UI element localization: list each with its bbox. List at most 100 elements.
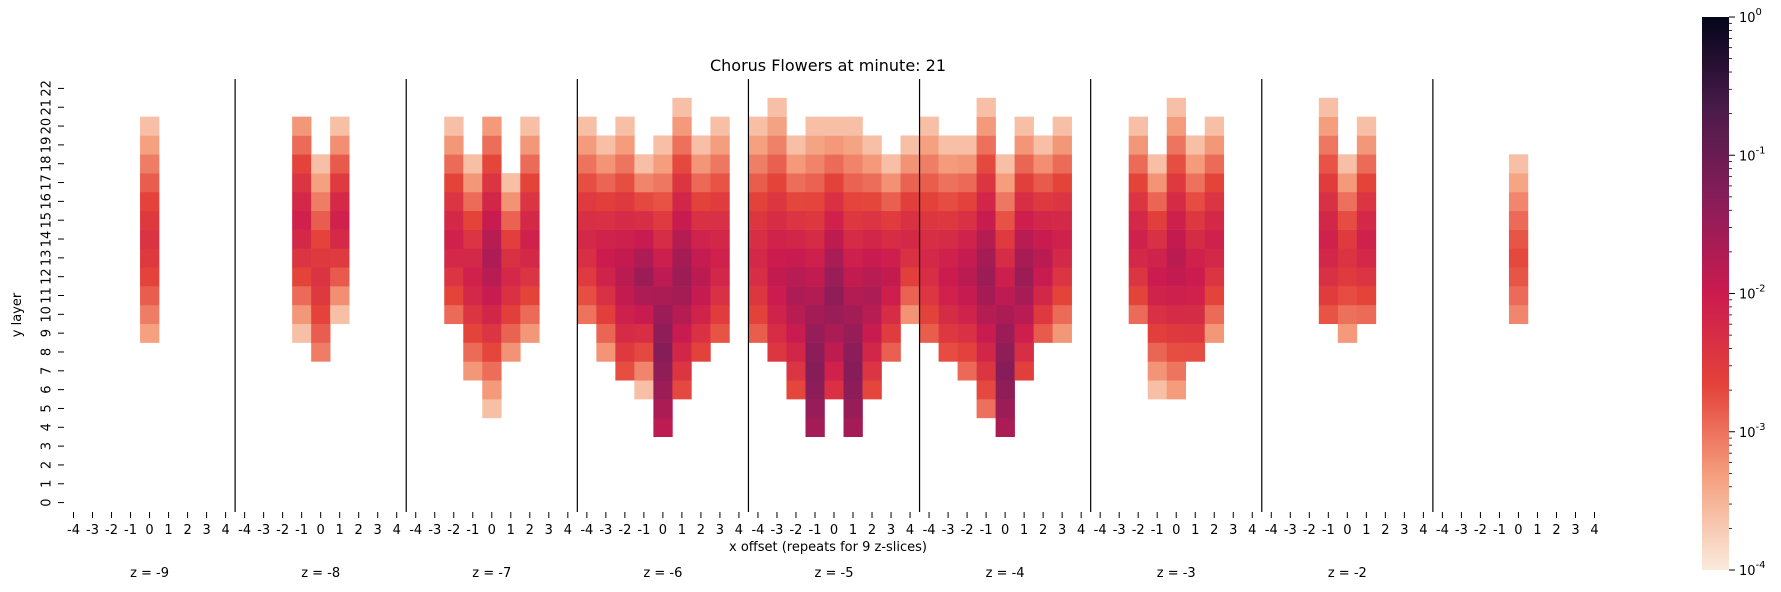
heatmap-cell — [653, 399, 673, 419]
heatmap-cell — [1185, 210, 1206, 230]
heatmap-cell — [672, 248, 692, 268]
heatmap-cell — [615, 248, 635, 268]
heatmap-cell — [520, 286, 540, 306]
heatmap-cell — [463, 267, 483, 287]
heatmap-cell — [881, 173, 901, 193]
heatmap-cell — [311, 191, 331, 212]
heatmap-cell — [957, 361, 977, 381]
x-tick-label: 0 — [145, 523, 153, 538]
heatmap-cell — [786, 210, 806, 230]
heatmap-cell — [1185, 286, 1206, 306]
x-tick-label: 4 — [1419, 523, 1427, 538]
heatmap-cell — [805, 173, 825, 193]
heatmap-cell — [292, 323, 312, 343]
heatmap-cell — [653, 361, 673, 381]
heatmap-cell — [482, 286, 502, 306]
heatmap-cell — [976, 399, 996, 419]
x-tick-label: 2 — [355, 523, 363, 538]
heatmap-cell — [482, 399, 502, 419]
heatmap-cell — [311, 267, 331, 287]
heatmap-cell — [444, 286, 464, 306]
heatmap-cell — [919, 154, 939, 174]
heatmap-cell — [1052, 210, 1072, 230]
heatmap-cell — [1204, 267, 1225, 287]
x-tick-label: -1 — [809, 523, 822, 538]
heatmap-cell — [900, 154, 920, 174]
x-tick-label: 0 — [1343, 523, 1351, 538]
heatmap-cell — [1014, 173, 1034, 193]
heatmap-cell — [938, 267, 958, 287]
x-tick-label: 4 — [393, 523, 401, 538]
heatmap-cell — [1318, 173, 1339, 193]
heatmap-cell — [482, 361, 502, 381]
heatmap-cell — [881, 304, 901, 325]
heatmap-cell — [482, 267, 502, 287]
heatmap-cell — [501, 323, 521, 343]
heatmap-cell — [1356, 267, 1377, 287]
slice-label: z = -2 — [1328, 566, 1367, 581]
heatmap-cell — [843, 210, 863, 230]
heatmap-cell — [1318, 191, 1339, 212]
heatmap-cell — [463, 342, 483, 362]
heatmap-cell — [710, 154, 730, 174]
heatmap-cell — [976, 191, 996, 212]
heatmap-cell — [995, 210, 1015, 230]
heatmap-cell — [615, 154, 635, 174]
heatmap-cell — [330, 135, 350, 155]
x-tick-label: 1 — [1020, 523, 1028, 538]
heatmap-cell — [900, 267, 920, 287]
heatmap-cell — [520, 248, 540, 268]
heatmap-cell — [1014, 135, 1034, 155]
heatmap-cell — [767, 323, 787, 343]
slice-label: z = -3 — [1157, 566, 1196, 581]
heatmap-cell — [995, 361, 1015, 381]
x-tick-label: -3 — [1113, 523, 1126, 538]
heatmap-cell — [463, 229, 483, 249]
heatmap-cell — [520, 135, 540, 155]
heatmap-cell — [824, 323, 844, 343]
heatmap-cell — [767, 97, 787, 117]
heatmap-cell — [862, 342, 882, 362]
heatmap-cell — [1185, 191, 1206, 212]
heatmap-cell — [1033, 173, 1053, 193]
x-tick-label: -2 — [1303, 523, 1316, 538]
slice-label: z = -5 — [815, 566, 854, 581]
heatmap-cell — [1033, 267, 1053, 287]
heatmap-cell — [1318, 248, 1339, 268]
heatmap-cell — [1147, 229, 1168, 249]
heatmap-cell — [1337, 229, 1358, 249]
x-tick-label: 2 — [697, 523, 705, 538]
heatmap-cell — [1166, 248, 1187, 268]
heatmap-cell — [843, 135, 863, 155]
heatmap-cell — [596, 173, 616, 193]
heatmap-cell — [1128, 210, 1148, 230]
heatmap-cell — [976, 229, 996, 249]
heatmap-cell — [1147, 304, 1168, 325]
heatmap-cell — [862, 380, 882, 400]
heatmap-cell — [862, 229, 882, 249]
heatmap-cell — [140, 286, 160, 306]
heatmap-cell — [1204, 286, 1225, 306]
heatmap-cell — [1356, 154, 1377, 174]
heatmap-cell — [786, 154, 806, 174]
heatmap-cell — [862, 191, 882, 212]
x-axis-label: x offset (repeats for 9 z-slices) — [729, 540, 927, 555]
heatmap-cell — [919, 210, 939, 230]
heatmap-cell — [1356, 135, 1377, 155]
heatmap-cell — [1052, 267, 1072, 287]
heatmap-cell — [672, 154, 692, 174]
heatmap-cell — [691, 304, 711, 325]
heatmap-cell — [292, 267, 312, 287]
heatmap-cell — [634, 286, 654, 306]
heatmap-cell — [520, 323, 540, 343]
heatmap-cell — [748, 135, 768, 155]
x-tick-label: 1 — [1191, 523, 1199, 538]
heatmap-cell — [596, 135, 616, 155]
heatmap-cell — [292, 304, 312, 325]
x-tick-label: -1 — [295, 523, 308, 538]
heatmap-cell — [1033, 154, 1053, 174]
heatmap-cell — [577, 116, 597, 136]
heatmap-cell — [1128, 116, 1148, 136]
x-tick-label: 3 — [887, 523, 895, 538]
heatmap-cell — [900, 304, 920, 325]
